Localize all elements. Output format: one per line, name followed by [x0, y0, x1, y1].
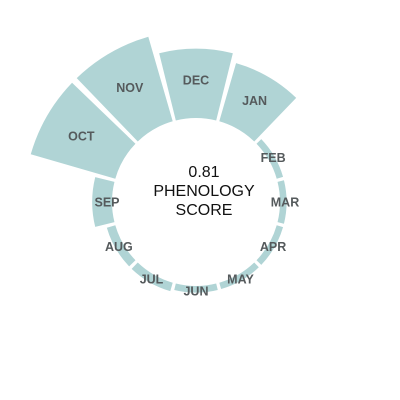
bar-nov: [76, 36, 173, 142]
bar-jul: [131, 262, 173, 292]
center-value: 0.81: [188, 164, 219, 181]
bar-oct: [30, 82, 136, 179]
bar-may: [219, 262, 259, 290]
label-feb: FEB: [261, 151, 286, 165]
label-jan: JAN: [242, 94, 267, 108]
bar-group: [30, 36, 297, 293]
label-jun: JUN: [183, 285, 208, 299]
bar-sep: [92, 177, 115, 227]
center-label-line1: PHENOLOGY: [153, 183, 255, 200]
label-apr: APR: [260, 240, 286, 254]
label-jul: JUL: [140, 273, 164, 287]
bar-mar: [277, 180, 287, 224]
label-aug: AUG: [105, 240, 133, 254]
bar-apr: [256, 225, 284, 265]
bar-aug: [106, 225, 136, 267]
label-nov: NOV: [116, 81, 144, 95]
bar-jan: [219, 63, 297, 142]
label-mar: MAR: [271, 196, 299, 210]
label-sep: SEP: [94, 196, 119, 210]
bar-jun: [174, 283, 218, 293]
label-may: MAY: [227, 273, 254, 287]
bar-feb: [256, 139, 284, 179]
center-label-line2: SCORE: [176, 202, 233, 219]
label-oct: OCT: [68, 129, 95, 143]
bar-dec: [159, 48, 233, 121]
label-group: JAN FEB MAR APR MAY JUN JUL AUG SEP OCT NOV DEC: [68, 73, 299, 298]
label-dec: DEC: [183, 73, 209, 87]
